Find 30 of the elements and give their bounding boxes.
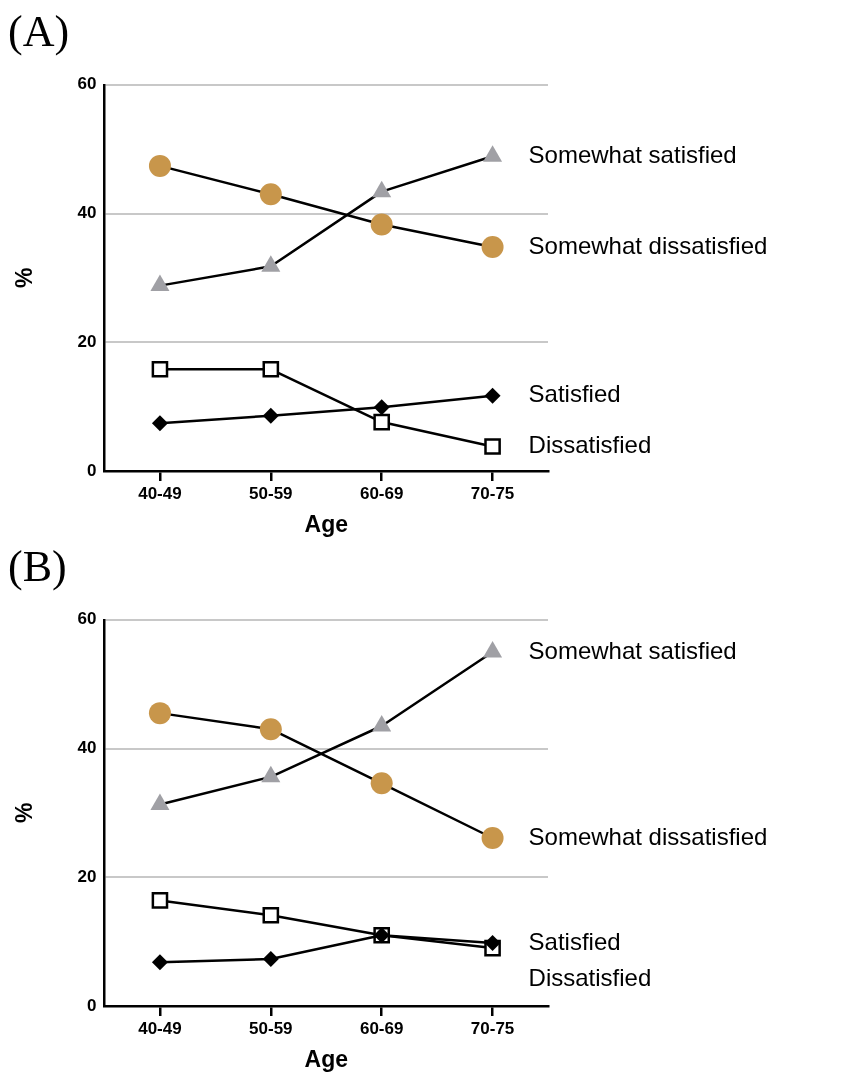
- x-tick-label: 70-75: [470, 1018, 515, 1038]
- y-tick-label: 20: [77, 866, 97, 886]
- chart-title: (B): [8, 541, 67, 591]
- y-axis-title: %: [11, 267, 38, 289]
- x-tick-label: 40-49: [138, 483, 182, 503]
- series-label: Somewhat dissatisfied: [528, 231, 768, 259]
- y-tick-label: 40: [77, 738, 97, 758]
- y-tick-label: 60: [77, 609, 97, 629]
- x-tick-label: 60-69: [359, 1018, 404, 1038]
- series-label: Dissatisfied: [528, 963, 652, 991]
- series-label: Satisfied: [528, 380, 621, 408]
- series-label: Satisfied: [528, 927, 621, 955]
- y-tick-label: 60: [77, 74, 97, 94]
- x-tick-label: 60-69: [359, 483, 404, 503]
- y-tick-label: 20: [77, 331, 97, 351]
- x-tick-label: 50-59: [249, 1018, 293, 1038]
- chart-title: (A): [8, 6, 70, 56]
- y-tick-label: 0: [87, 995, 97, 1015]
- x-axis-title: Age: [304, 1045, 348, 1072]
- series-label: Somewhat dissatisfied: [528, 822, 768, 850]
- series-label: Somewhat satisfied: [528, 140, 737, 168]
- series-label: Somewhat satisfied: [528, 636, 737, 664]
- y-axis-title: %: [11, 802, 38, 824]
- x-axis-title: Age: [304, 510, 348, 537]
- x-tick-label: 50-59: [249, 483, 293, 503]
- x-tick-label: 40-49: [138, 1018, 182, 1038]
- y-tick-label: 0: [87, 460, 97, 480]
- y-tick-label: 40: [77, 203, 97, 223]
- series-label: Dissatisfied: [528, 431, 652, 459]
- x-tick-label: 70-75: [470, 483, 515, 503]
